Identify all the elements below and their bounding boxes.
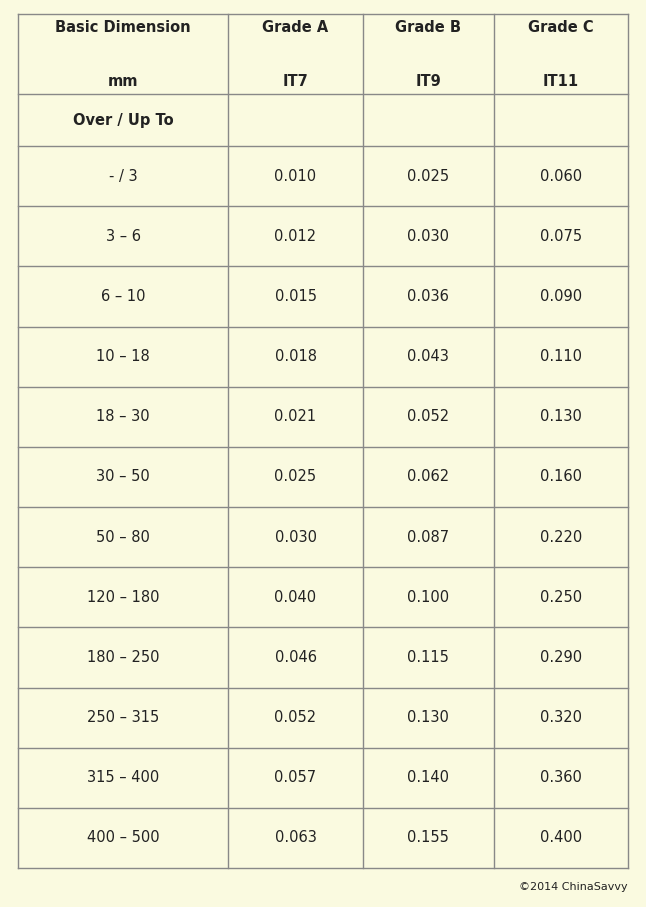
Text: 0.155: 0.155 [407,831,449,845]
Text: 0.060: 0.060 [540,169,582,183]
Text: 0.063: 0.063 [275,831,317,845]
Text: 0.075: 0.075 [540,229,582,244]
Text: 0.400: 0.400 [540,831,582,845]
Text: 0.130: 0.130 [540,409,582,424]
Text: 0.100: 0.100 [407,590,449,605]
Text: 0.046: 0.046 [275,650,317,665]
Text: 250 – 315: 250 – 315 [87,710,160,725]
Text: 0.021: 0.021 [275,409,317,424]
Text: 400 – 500: 400 – 500 [87,831,160,845]
Text: 18 – 30: 18 – 30 [96,409,150,424]
Text: 50 – 80: 50 – 80 [96,530,150,544]
Text: Grade A

IT7: Grade A IT7 [262,19,329,89]
Text: ©2014 ChinaSavvy: ©2014 ChinaSavvy [519,882,628,892]
Text: 0.360: 0.360 [540,770,582,785]
Text: 0.250: 0.250 [540,590,582,605]
Text: 315 – 400: 315 – 400 [87,770,160,785]
Text: 0.052: 0.052 [407,409,449,424]
Text: 180 – 250: 180 – 250 [87,650,160,665]
Text: 0.087: 0.087 [407,530,449,544]
Text: 6 – 10: 6 – 10 [101,289,145,304]
Text: 0.220: 0.220 [540,530,582,544]
Text: 0.030: 0.030 [275,530,317,544]
Text: 0.130: 0.130 [407,710,449,725]
Text: 120 – 180: 120 – 180 [87,590,160,605]
Text: 3 – 6: 3 – 6 [106,229,141,244]
Text: 0.040: 0.040 [275,590,317,605]
Text: 0.030: 0.030 [407,229,449,244]
Text: 0.115: 0.115 [407,650,449,665]
Text: 0.036: 0.036 [407,289,449,304]
Text: Over / Up To: Over / Up To [73,112,174,128]
Text: 0.290: 0.290 [540,650,582,665]
Text: 10 – 18: 10 – 18 [96,349,150,364]
Text: 0.025: 0.025 [407,169,449,183]
Text: 0.320: 0.320 [540,710,582,725]
Text: 0.043: 0.043 [407,349,449,364]
Text: Grade B

IT9: Grade B IT9 [395,19,461,89]
Text: 0.090: 0.090 [540,289,582,304]
Text: 0.015: 0.015 [275,289,317,304]
Text: 0.160: 0.160 [540,470,582,484]
Text: 0.140: 0.140 [407,770,449,785]
Text: - / 3: - / 3 [109,169,138,183]
Text: 0.062: 0.062 [407,470,449,484]
Text: 0.110: 0.110 [540,349,582,364]
Text: 0.012: 0.012 [275,229,317,244]
Text: Grade C

IT11: Grade C IT11 [528,19,594,89]
Text: 0.052: 0.052 [275,710,317,725]
Text: Basic Dimension

mm: Basic Dimension mm [56,19,191,89]
Text: 0.010: 0.010 [275,169,317,183]
Text: 0.025: 0.025 [275,470,317,484]
Text: 0.057: 0.057 [275,770,317,785]
Text: 30 – 50: 30 – 50 [96,470,150,484]
Text: 0.018: 0.018 [275,349,317,364]
